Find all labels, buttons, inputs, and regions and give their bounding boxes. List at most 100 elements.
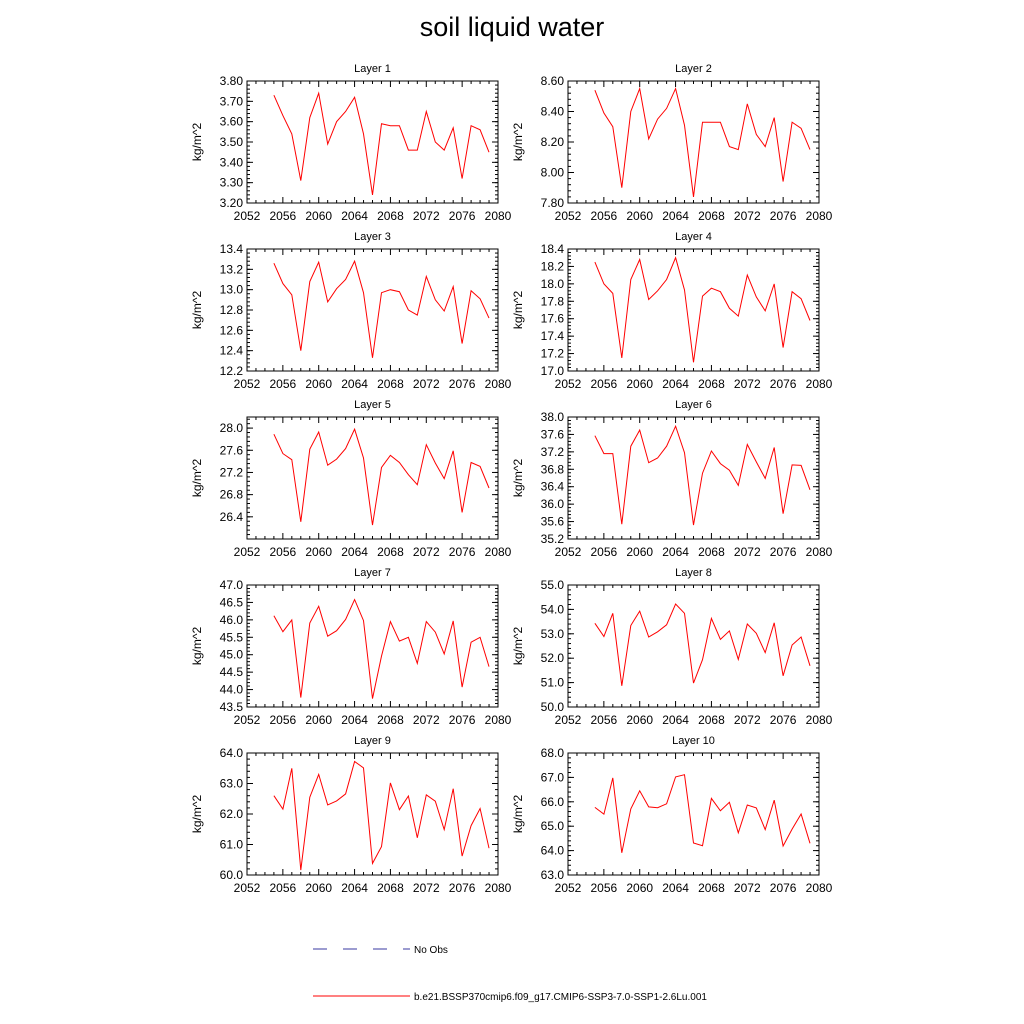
x-tick-label: 2072 — [413, 209, 440, 223]
x-tick-label: 2080 — [485, 209, 512, 223]
x-tick-label: 2052 — [555, 209, 582, 223]
y-axis-label: kg/m^2 — [190, 627, 204, 666]
y-axis-label: kg/m^2 — [511, 291, 525, 330]
y-tick-label: 67.0 — [541, 770, 565, 784]
x-tick-label: 2068 — [377, 545, 404, 559]
y-tick-label: 12.4 — [220, 344, 244, 358]
x-tick-label: 2080 — [806, 881, 833, 895]
x-tick-label: 2064 — [341, 713, 368, 727]
y-axis-label: kg/m^2 — [190, 795, 204, 834]
x-tick-label: 2072 — [734, 545, 761, 559]
x-tick-label: 2068 — [377, 881, 404, 895]
panel-title: Layer 3 — [354, 231, 391, 243]
panel-title: Layer 8 — [675, 567, 712, 579]
x-tick-label: 2076 — [449, 209, 476, 223]
y-tick-label: 36.8 — [541, 462, 565, 476]
x-tick-label: 2080 — [806, 545, 833, 559]
y-tick-label: 3.30 — [220, 176, 244, 190]
x-tick-label: 2072 — [734, 377, 761, 391]
y-axis-label: kg/m^2 — [511, 627, 525, 666]
panel-title: Layer 5 — [354, 399, 391, 411]
y-tick-label: 43.5 — [220, 700, 244, 714]
plot-frame — [567, 752, 820, 876]
y-axis-label: kg/m^2 — [190, 459, 204, 498]
y-tick-label: 50.0 — [541, 700, 565, 714]
y-tick-label: 3.20 — [220, 196, 244, 210]
y-tick-label: 38.0 — [541, 410, 565, 424]
y-tick-label: 3.50 — [220, 135, 244, 149]
y-tick-label: 44.5 — [220, 665, 244, 679]
plot-frame — [246, 80, 499, 204]
plot-frame — [246, 248, 499, 372]
y-tick-label: 17.4 — [541, 329, 565, 343]
x-tick-label: 2076 — [770, 713, 797, 727]
x-tick-label: 2080 — [485, 377, 512, 391]
panel-title: Layer 7 — [354, 567, 391, 579]
series-line — [273, 427, 490, 526]
y-tick-label: 35.2 — [541, 532, 565, 546]
x-tick-label: 2060 — [626, 713, 653, 727]
y-tick-label: 3.40 — [220, 155, 244, 169]
x-tick-label: 2080 — [806, 209, 833, 223]
y-tick-label: 27.2 — [220, 465, 244, 479]
series-line — [594, 256, 811, 363]
panel-8: Layer 8 2052 2056 2060 2064 2068 2072 2076 2080 5… — [511, 567, 833, 727]
y-tick-label: 17.2 — [541, 347, 565, 361]
x-tick-label: 2072 — [734, 209, 761, 223]
y-tick-label: 51.0 — [541, 676, 565, 690]
plot-frame — [567, 584, 820, 708]
y-tick-label: 44.0 — [220, 683, 244, 697]
y-axis-label: kg/m^2 — [190, 123, 204, 162]
y-tick-label: 63.0 — [541, 868, 565, 882]
panel-title: Layer 6 — [675, 399, 712, 411]
legend-model-label: b.e21.BSSP370cmip6.f09_g17.CMIP6-SSP3-7.… — [414, 992, 707, 1003]
y-tick-label: 64.0 — [220, 746, 244, 760]
x-tick-label: 2064 — [662, 881, 689, 895]
y-tick-label: 46.0 — [220, 613, 244, 627]
x-tick-label: 2072 — [413, 377, 440, 391]
x-tick-label: 2056 — [270, 713, 297, 727]
x-tick-label: 2060 — [626, 545, 653, 559]
x-tick-label: 2068 — [698, 545, 725, 559]
y-tick-label: 17.6 — [541, 312, 565, 326]
x-tick-label: 2056 — [591, 881, 618, 895]
y-tick-label: 18.4 — [541, 242, 565, 256]
x-tick-label: 2076 — [449, 377, 476, 391]
series-line — [273, 91, 490, 195]
y-tick-label: 27.6 — [220, 443, 244, 457]
y-tick-label: 55.0 — [541, 578, 565, 592]
panel-title: Layer 9 — [354, 735, 391, 747]
x-tick-label: 2056 — [591, 713, 618, 727]
x-tick-label: 2072 — [734, 881, 761, 895]
y-tick-label: 18.0 — [541, 277, 565, 291]
x-tick-label: 2076 — [770, 881, 797, 895]
x-tick-label: 2056 — [591, 545, 618, 559]
y-tick-label: 12.6 — [220, 323, 244, 337]
y-tick-label: 52.0 — [541, 651, 565, 665]
y-tick-label: 17.0 — [541, 364, 565, 378]
x-tick-label: 2052 — [555, 881, 582, 895]
panel-7: Layer 7 2052 2056 2060 2064 2068 2072 2076 2080 4… — [190, 567, 512, 727]
series-line — [594, 603, 811, 686]
y-axis-label: kg/m^2 — [511, 795, 525, 834]
x-tick-label: 2064 — [341, 545, 368, 559]
x-tick-label: 2056 — [270, 545, 297, 559]
panel-6: Layer 6 2052 2056 2060 2064 2068 2072 2076 2080 3… — [511, 399, 833, 559]
x-tick-label: 2052 — [555, 545, 582, 559]
y-tick-label: 12.8 — [220, 303, 244, 317]
x-tick-label: 2076 — [770, 377, 797, 391]
panel-3: Layer 3 2052 2056 2060 2064 2068 2072 2076 2080 1… — [190, 231, 512, 391]
y-tick-label: 68.0 — [541, 746, 565, 760]
x-tick-label: 2064 — [662, 713, 689, 727]
y-tick-label: 47.0 — [220, 578, 244, 592]
x-tick-label: 2060 — [305, 377, 332, 391]
x-tick-label: 2056 — [270, 209, 297, 223]
x-tick-label: 2052 — [234, 545, 261, 559]
y-tick-label: 7.80 — [541, 196, 565, 210]
x-tick-label: 2076 — [770, 209, 797, 223]
y-tick-label: 46.5 — [220, 595, 244, 609]
x-tick-label: 2076 — [449, 545, 476, 559]
x-tick-label: 2052 — [555, 377, 582, 391]
y-tick-label: 45.5 — [220, 630, 244, 644]
